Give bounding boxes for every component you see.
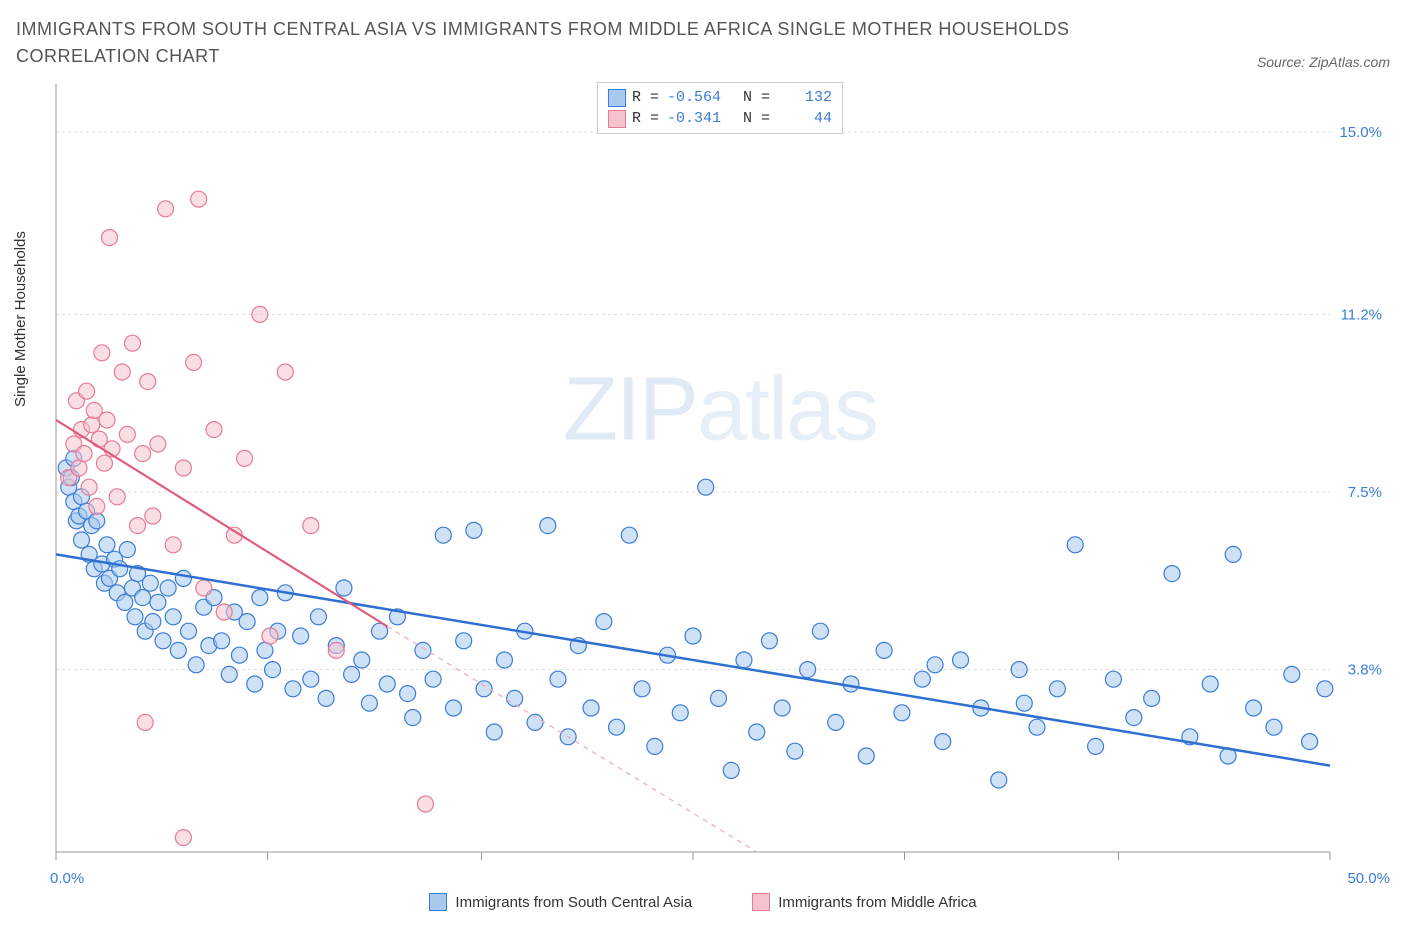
bottom-legend: Immigrants from South Central Asia Immig… [16, 893, 1390, 911]
x-axis-min-label: 0.0% [50, 870, 84, 887]
legend-item-pink: Immigrants from Middle Africa [752, 893, 976, 911]
stats-legend-box: R = -0.564 N = 132 R = -0.341 N = 44 [597, 82, 843, 134]
legend-swatch-pink [752, 893, 770, 911]
stats-row-pink: R = -0.341 N = 44 [608, 108, 832, 129]
svg-text:15.0%: 15.0% [1339, 124, 1382, 141]
chart-title: IMMIGRANTS FROM SOUTH CENTRAL ASIA VS IM… [16, 16, 1116, 70]
source-citation: Source: ZipAtlas.com [1257, 54, 1390, 70]
svg-text:7.5%: 7.5% [1348, 484, 1382, 501]
legend-item-blue: Immigrants from South Central Asia [429, 893, 692, 911]
svg-text:3.8%: 3.8% [1348, 662, 1382, 679]
scatter-plot: 3.8% 7.5% 11.2% 15.0% [50, 78, 1390, 868]
swatch-blue [608, 89, 626, 107]
x-axis-max-label: 50.0% [1347, 870, 1390, 887]
swatch-pink [608, 110, 626, 128]
legend-swatch-blue [429, 893, 447, 911]
stats-row-blue: R = -0.564 N = 132 [608, 87, 832, 108]
y-axis-label: Single Mother Households [12, 231, 29, 407]
svg-text:11.2%: 11.2% [1341, 306, 1382, 323]
